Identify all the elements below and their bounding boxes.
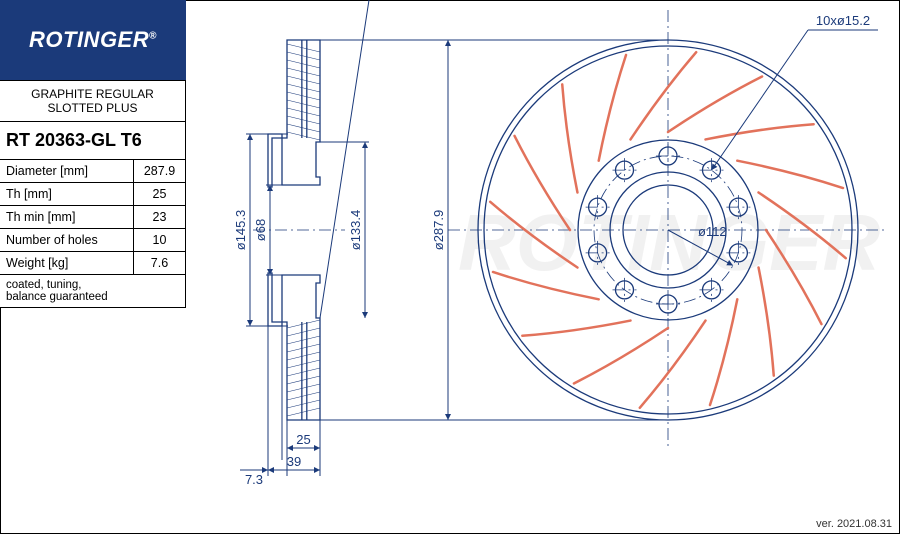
- svg-text:ø112: ø112: [698, 224, 727, 239]
- svg-text:ø145.3: ø145.3: [233, 210, 248, 250]
- spec-label: Th min [mm]: [0, 206, 134, 229]
- part-number: RT 20363-GL T6: [0, 122, 186, 160]
- spec-value: 287.9: [134, 160, 186, 183]
- spec-label: Weight [kg]: [0, 252, 134, 275]
- svg-text:ø287.9: ø287.9: [431, 210, 446, 250]
- spec-label: Diameter [mm]: [0, 160, 134, 183]
- brand-text: ROTINGER: [29, 27, 149, 52]
- spec-row: Number of holes10: [0, 229, 186, 252]
- note-row: coated, tuning, balance guaranteed: [0, 275, 186, 308]
- watermark: ROTINGER: [458, 198, 880, 287]
- product-note: coated, tuning, balance guaranteed: [0, 275, 186, 308]
- spec-value: 25: [134, 183, 186, 206]
- reg-mark: ®: [149, 31, 157, 42]
- part-number-row: RT 20363-GL T6: [0, 122, 186, 160]
- product-title-row: GRAPHITE REGULAR SLOTTED PLUS: [0, 81, 186, 122]
- drawing-svg: ROTINGER ø287.9 ø145.3 ø68 ø133.4 25 39 7.3 10x…: [188, 0, 900, 534]
- svg-text:ø133.4: ø133.4: [348, 210, 363, 250]
- svg-text:39: 39: [287, 454, 301, 469]
- spec-row: Weight [kg]7.6: [0, 252, 186, 275]
- svg-text:7.3: 7.3: [245, 472, 263, 487]
- spec-value: 23: [134, 206, 186, 229]
- svg-text:10xø15.2: 10xø15.2: [816, 13, 870, 28]
- spec-label: Th [mm]: [0, 183, 134, 206]
- spec-label: Number of holes: [0, 229, 134, 252]
- svg-text:25: 25: [296, 432, 310, 447]
- svg-text:ø68: ø68: [253, 219, 268, 241]
- spec-value: 10: [134, 229, 186, 252]
- brand-name: ROTINGER®: [29, 27, 157, 53]
- spec-table: GRAPHITE REGULAR SLOTTED PLUS RT 20363-G…: [0, 80, 186, 308]
- brand-logo: ROTINGER®: [0, 0, 186, 80]
- spec-value: 7.6: [134, 252, 186, 275]
- spec-row: Diameter [mm]287.9: [0, 160, 186, 183]
- spec-row: Th [mm]25: [0, 183, 186, 206]
- spec-row: Th min [mm]23: [0, 206, 186, 229]
- product-title: GRAPHITE REGULAR SLOTTED PLUS: [0, 81, 186, 122]
- technical-drawing: ROTINGER ø287.9 ø145.3 ø68 ø133.4 25 39 7.3 10x…: [188, 0, 900, 534]
